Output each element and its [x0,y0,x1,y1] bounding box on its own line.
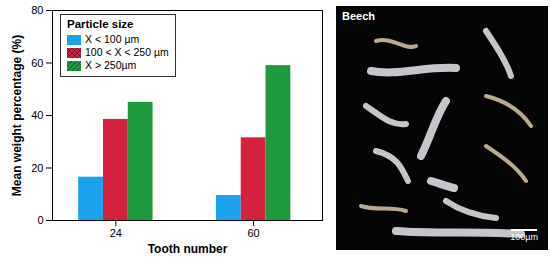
svg-text:Tooth number: Tooth number [148,242,228,256]
svg-text:60: 60 [247,227,259,239]
svg-text:60: 60 [31,57,43,69]
svg-text:24: 24 [110,227,122,239]
svg-text:0: 0 [37,214,43,226]
html-text:100µm: 100µm [510,232,538,242]
svg-text:40: 40 [31,109,43,121]
svg-text:Mean weight percentage (%): Mean weight percentage (%) [10,35,24,196]
html-text:Beech: Beech [342,10,375,22]
html-text:Particle size: Particle size [67,18,134,30]
html-text:X < 100 µm: X < 100 µm [85,33,140,45]
html-text:X > 250µm: X > 250µm [85,59,137,71]
html-text:100 < X < 250 µm: 100 < X < 250 µm [85,46,169,58]
svg-text:80: 80 [31,4,43,16]
svg-text:20: 20 [31,162,43,174]
